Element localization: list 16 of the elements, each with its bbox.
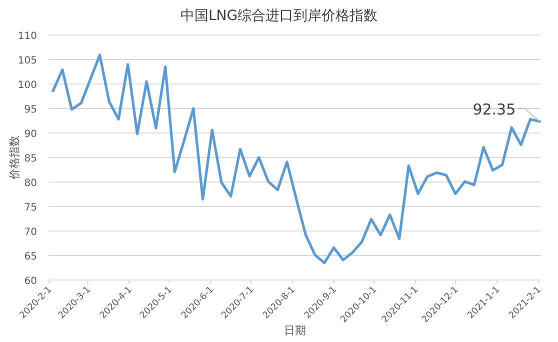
y-tick-label: 85 — [24, 154, 37, 164]
y-tick-label: 95 — [24, 104, 37, 116]
x-axis-title: 日期 — [284, 324, 306, 337]
y-tick-label: 105 — [18, 56, 37, 66]
y-tick-label: 75 — [24, 202, 37, 214]
line-series — [52, 54, 541, 264]
y-axis-title: 价格指数 — [8, 136, 21, 180]
chart-title: 中国LNG综合进口到岸价格指数 — [180, 8, 378, 24]
y-tick-label: 110 — [18, 31, 37, 42]
y-tick-label: 65 — [24, 252, 37, 262]
annotation: 92.35 — [472, 100, 516, 118]
y-tick-label: 100 — [18, 80, 37, 91]
y-tick-label: 80 — [24, 178, 37, 189]
y-tick-label: 90 — [24, 129, 37, 140]
y-tick-label: 60 — [24, 276, 37, 287]
y-tick-label: 70 — [24, 227, 37, 238]
